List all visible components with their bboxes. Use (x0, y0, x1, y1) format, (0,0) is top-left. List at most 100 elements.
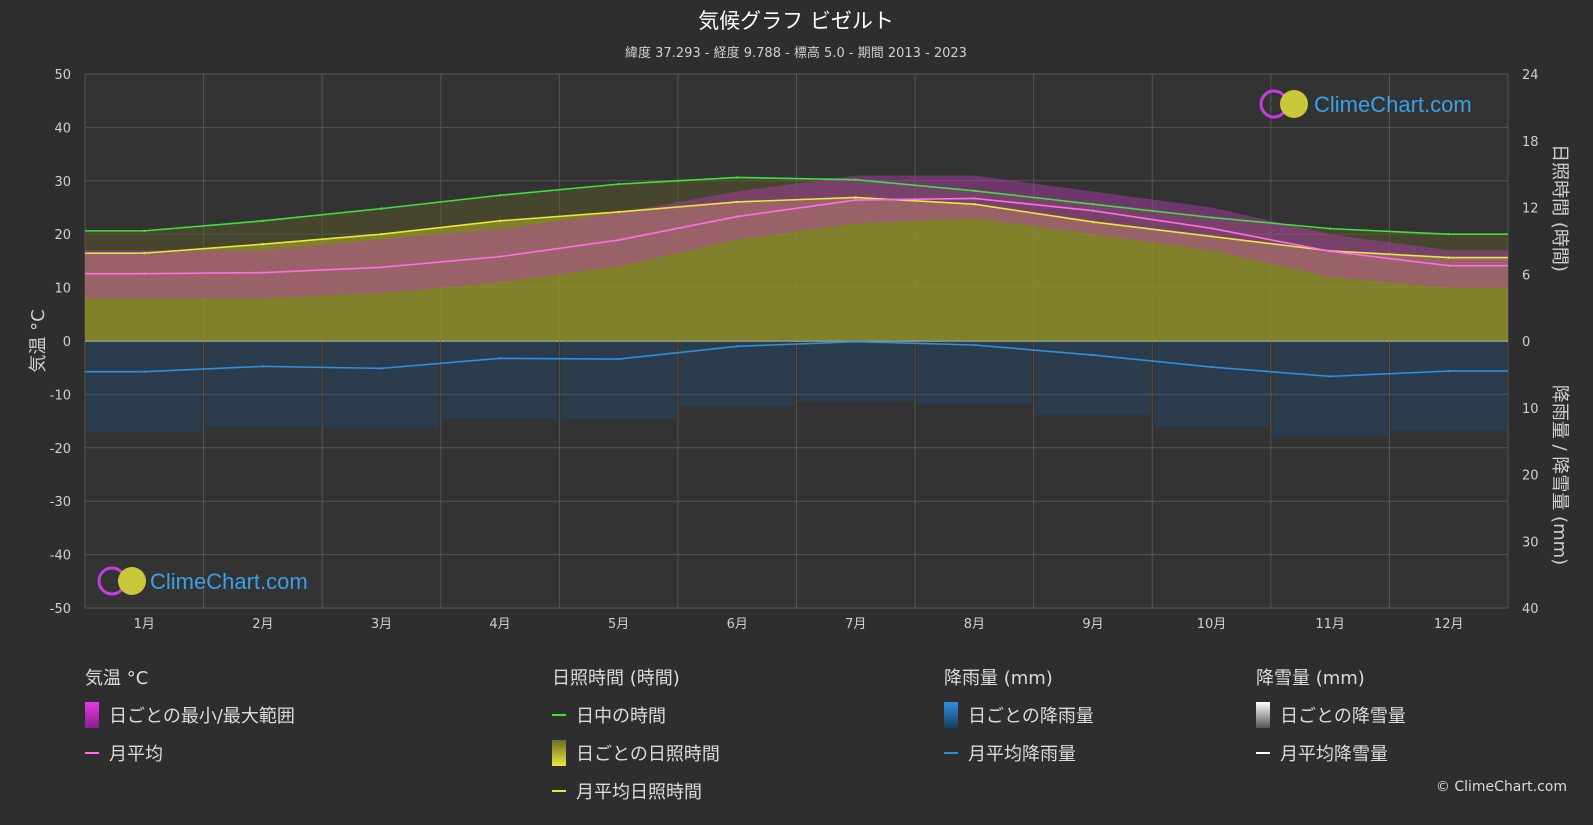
right-tick-label-sun: 18 (1522, 135, 1539, 150)
data-point (973, 343, 976, 347)
logo-bottom: ClimeChart.com (97, 566, 308, 596)
left-tick-label: 0 (63, 335, 71, 350)
data-point (143, 272, 146, 275)
right-tick-label-rain: 40 (1522, 602, 1539, 617)
data-point (1091, 353, 1095, 357)
series-line (85, 340, 1508, 378)
month-tick-label: 1月 (134, 617, 155, 632)
data-point (143, 229, 146, 233)
rain-bar (324, 341, 439, 429)
data-point (261, 243, 265, 246)
data-point (143, 251, 146, 255)
data-point (498, 219, 502, 223)
left-tick-label: 50 (54, 68, 71, 83)
rain-bar (1272, 341, 1388, 437)
left-tick-label: 30 (54, 175, 71, 190)
data-point (854, 340, 857, 343)
data-point (1210, 365, 1213, 369)
left-tick-label: -20 (50, 442, 71, 457)
month-tick-label: 8月 (964, 617, 985, 632)
data-point (617, 238, 620, 242)
right-tick-label-rain: 10 (1522, 402, 1539, 417)
data-point (1447, 369, 1450, 373)
data-point (261, 271, 265, 274)
left-tick-label: -50 (50, 602, 71, 617)
data-point (854, 196, 857, 199)
data-point (1447, 256, 1450, 259)
rain-bar (205, 341, 321, 427)
axes: 50 40 30 20 10 0 -10 -20 -30 -40 -50 24 18 12 6 0 10 20 30… (50, 68, 1539, 632)
logo-top: ClimeChart.com (1259, 89, 1472, 119)
rain-bar (1035, 341, 1151, 416)
data-point (617, 182, 620, 186)
month-tick-label: 7月 (845, 617, 866, 632)
data-point (1210, 216, 1213, 219)
data-point (1210, 227, 1213, 230)
right-tick-label-rain: 20 (1522, 469, 1539, 484)
right-tick-label-rain: 30 (1522, 535, 1539, 550)
logo-text-bottom: ClimeChart.com (150, 569, 308, 594)
data-point (1091, 220, 1095, 224)
left-tick-label: 10 (54, 282, 71, 297)
data-point (380, 266, 383, 269)
data-point (498, 255, 502, 258)
data-point (143, 370, 146, 373)
month-tick-label: 6月 (727, 617, 748, 632)
month-tick-label: 5月 (608, 617, 629, 632)
data-point (1328, 250, 1332, 253)
rain-bar (442, 341, 558, 419)
data-point (854, 198, 857, 202)
data-point (973, 189, 976, 193)
data-point (736, 345, 739, 348)
logo-text-top: ClimeChart.com (1314, 92, 1472, 117)
daylight-gap-area (85, 177, 1508, 258)
logo-sun-icon (1280, 90, 1308, 118)
month-tick-label: 9月 (1082, 617, 1103, 632)
month-tick-label: 4月 (489, 617, 510, 632)
left-tick-label: 40 (54, 121, 71, 136)
data-point (261, 219, 265, 223)
data-point (736, 215, 739, 218)
data-point (617, 210, 620, 214)
rain-bar (679, 341, 795, 407)
data-point (1447, 264, 1450, 267)
month-tick-label: 10月 (1197, 617, 1227, 632)
right-tick-label-sun: 24 (1522, 68, 1539, 83)
data-point (1447, 233, 1450, 236)
sunshine-area (85, 197, 1508, 341)
rain-bar (1154, 341, 1269, 428)
data-point (380, 207, 383, 210)
left-tick-label: -40 (50, 549, 71, 564)
month-tick-label: 12月 (1434, 617, 1464, 632)
data-point (1328, 227, 1332, 230)
left-axis-label: 気温 °C (28, 309, 49, 372)
data-point (498, 194, 502, 197)
data-lines (85, 176, 1508, 378)
rain-bar (87, 341, 202, 432)
right-axis-top-label: 日照時間 (時間) (1549, 144, 1570, 272)
month-tick-label: 3月 (371, 617, 392, 632)
right-tick-label-sun: 12 (1522, 202, 1539, 217)
series-line (85, 176, 1508, 235)
data-point (973, 197, 976, 200)
series-line (85, 196, 1508, 259)
temp-range-band (85, 175, 1508, 299)
data-point (261, 365, 265, 368)
rain-bar (917, 341, 1032, 406)
data-point (973, 202, 976, 206)
left-tick-label: -30 (50, 495, 71, 510)
data-point (380, 367, 383, 370)
right-tick-label-sun: 0 (1522, 335, 1530, 350)
data-point (1210, 235, 1213, 238)
data-point (854, 178, 857, 181)
data-point (1091, 202, 1095, 206)
data-point (1328, 375, 1332, 378)
chart-subtitle: 緯度 37.293 - 経度 9.788 - 標高 5.0 - 期間 2013 … (625, 45, 967, 61)
rain-bar (1391, 341, 1506, 432)
data-point (1091, 209, 1095, 212)
data-point (736, 200, 739, 204)
series-line (85, 197, 1508, 275)
data-point (617, 357, 620, 361)
data-fills (85, 175, 1508, 437)
